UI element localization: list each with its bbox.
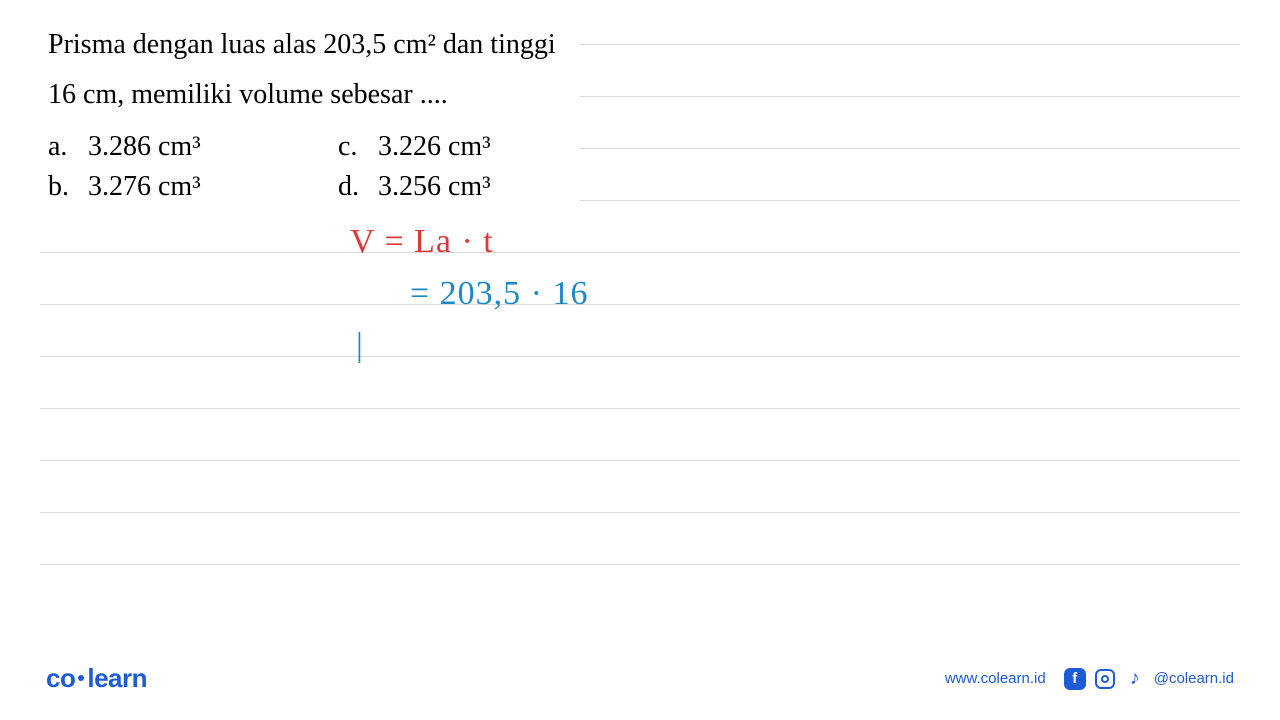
option-b: b. 3.276 cm³ (48, 171, 338, 203)
handwriting-line-3: | (350, 329, 589, 381)
question-line-1: Prisma dengan luas alas 203,5 cm² dan ti… (48, 20, 1232, 70)
footer-handle: @colearn.id (1154, 670, 1234, 687)
logo-dot-icon (78, 675, 84, 681)
option-c: c. 3.226 cm³ (338, 131, 628, 163)
social-icons: f ♪ @colearn.id (1064, 668, 1234, 690)
handwriting-line-1: V = La · t (350, 225, 589, 277)
question-text: Prisma dengan luas alas 203,5 cm² dan ti… (48, 20, 1232, 121)
option-a: a. 3.286 cm³ (48, 131, 338, 163)
option-label: b. (48, 171, 74, 203)
footer-url: www.colearn.id (945, 670, 1046, 687)
handwriting-work: V = La · t = 203,5 · 16 | (350, 225, 589, 381)
option-label: c. (338, 131, 364, 163)
brand-logo: colearn (46, 663, 147, 694)
option-text: 3.256 cm³ (378, 171, 491, 203)
partial-stroke-blue: | (356, 329, 364, 363)
instagram-icon (1094, 668, 1116, 690)
logo-text-right: learn (87, 663, 147, 693)
option-label: a. (48, 131, 74, 163)
option-d: d. 3.256 cm³ (338, 171, 628, 203)
handwriting-line-2: = 203,5 · 16 (350, 277, 589, 329)
question-block: Prisma dengan luas alas 203,5 cm² dan ti… (48, 20, 1232, 203)
option-label: d. (338, 171, 364, 203)
footer-right: www.colearn.id f ♪ @colearn.id (945, 668, 1234, 690)
answer-options: a. 3.286 cm³ c. 3.226 cm³ b. 3.276 cm³ d… (48, 131, 1232, 203)
facebook-icon: f (1064, 668, 1086, 690)
tiktok-icon: ♪ (1124, 668, 1146, 690)
substitution-blue: = 203,5 · 16 (410, 277, 589, 311)
formula-red: V = La · t (350, 225, 494, 259)
footer: colearn www.colearn.id f ♪ @colearn.id (46, 663, 1234, 694)
option-text: 3.226 cm³ (378, 131, 491, 163)
option-text: 3.286 cm³ (88, 131, 201, 163)
option-text: 3.276 cm³ (88, 171, 201, 203)
question-line-2: 16 cm, memiliki volume sebesar .... (48, 70, 1232, 120)
logo-text-left: co (46, 663, 75, 693)
